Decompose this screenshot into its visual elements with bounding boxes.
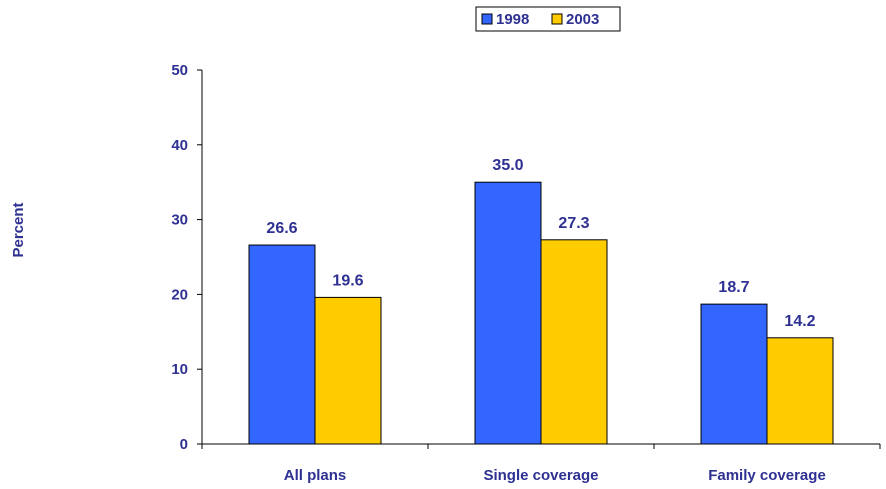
bars (248, 181, 834, 445)
x-tick-label: Family coverage (708, 467, 826, 484)
legend-label: 1998 (496, 11, 529, 28)
data-label: 19.6 (332, 272, 363, 289)
legend: 1998 2003 (475, 6, 621, 32)
data-labels: 26.6 19.6 35.0 27.3 18.7 14.2 (266, 157, 815, 330)
x-tick-label: Single coverage (483, 467, 598, 484)
y-tick-label: 0 (180, 436, 188, 453)
y-tick-label: 50 (171, 62, 188, 79)
x-tick-label: All plans (284, 467, 347, 484)
data-label: 27.3 (558, 215, 589, 232)
data-label: 35.0 (492, 157, 523, 174)
y-tick-label: 10 (171, 361, 188, 378)
y-tick-label: 20 (171, 286, 188, 303)
data-label: 14.2 (784, 313, 815, 330)
bar-2003 (540, 239, 608, 445)
legend-label: 2003 (566, 11, 599, 28)
legend-swatch (481, 13, 493, 25)
y-tick-label: 40 (171, 137, 188, 154)
bar-2003 (766, 337, 834, 445)
bar-1998 (700, 303, 768, 445)
data-label: 18.7 (718, 279, 749, 296)
data-label: 26.6 (266, 220, 297, 237)
bar-2003 (314, 296, 382, 445)
legend-swatch (551, 13, 563, 25)
legend-box (475, 6, 621, 32)
bar-1998 (248, 244, 316, 445)
y-axis-title: Percent (10, 202, 27, 257)
bar-1998 (474, 181, 542, 445)
y-tick-label: 30 (171, 212, 188, 229)
